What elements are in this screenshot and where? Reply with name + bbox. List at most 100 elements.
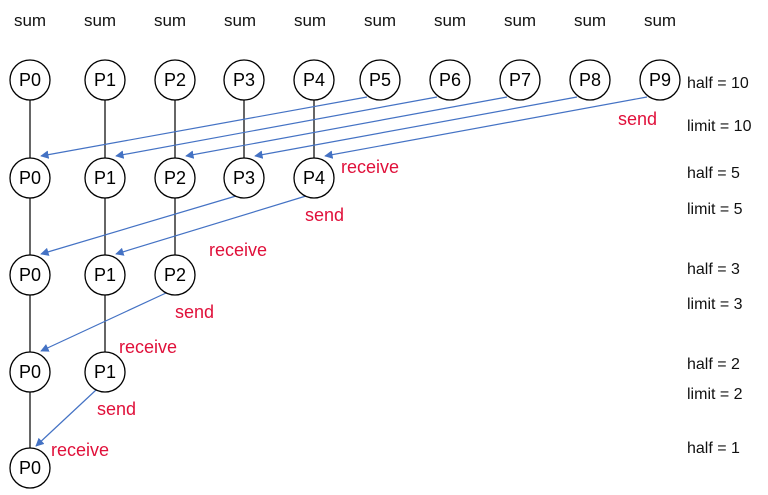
sum-label-p4: sum [294, 11, 326, 30]
receive-label-level-2: receive [209, 240, 267, 260]
node-l2-p1: P1 [84, 254, 126, 296]
level-2-nodes: P0 P1 P2 [9, 254, 196, 296]
limit-label-level-2: limit = 3 [687, 296, 743, 313]
arrow-p4-to-p1 [115, 195, 307, 256]
half-label-level-4: half = 1 [687, 440, 740, 457]
receive-label-level-3: receive [119, 337, 177, 357]
node-label: P0 [19, 265, 41, 285]
node-l1-p1: P1 [84, 157, 126, 199]
sum-label-p0: sum [14, 11, 46, 30]
node-circle [9, 351, 51, 393]
sum-label-p2: sum [154, 11, 186, 30]
level-3-nodes: P0 P1 [9, 351, 126, 393]
receive-label-level-1: receive [341, 157, 399, 177]
node-label: P0 [19, 168, 41, 188]
node-l0-p7: P7 [499, 59, 541, 101]
node-label: P3 [233, 168, 255, 188]
message-annotations: send receive send receive send receive s… [51, 109, 657, 460]
limit-label-level-0: limit = 10 [687, 118, 752, 135]
arrow-p7-to-p2 [185, 96, 508, 159]
node-circle [639, 59, 681, 101]
node-l2-p0: P0 [9, 254, 51, 296]
node-circle [154, 254, 196, 296]
half-label-level-1: half = 5 [687, 165, 740, 182]
sum-label-p6: sum [434, 11, 466, 30]
node-circle [223, 59, 265, 101]
node-label: P3 [233, 70, 255, 90]
node-l0-p8: P8 [569, 59, 611, 101]
node-circle [499, 59, 541, 101]
half-label-level-3: half = 2 [687, 356, 740, 373]
node-circle [9, 447, 51, 489]
node-l0-p3: P3 [223, 59, 265, 101]
node-l0-p4: P4 [293, 59, 335, 101]
arrow-p5-to-p0 [40, 96, 368, 159]
node-l0-p0: P0 [9, 59, 51, 101]
node-label: P2 [164, 265, 186, 285]
send-label-level-3: send [97, 399, 136, 419]
node-l1-p3: P3 [223, 157, 265, 199]
node-circle [429, 59, 471, 101]
node-label: P1 [94, 70, 116, 90]
send-label-level-0: send [618, 109, 657, 129]
half-label-level-2: half = 3 [687, 261, 740, 278]
node-circle [84, 59, 126, 101]
node-circle [154, 59, 196, 101]
node-label: P4 [303, 70, 325, 90]
node-label: P1 [94, 265, 116, 285]
node-l0-p2: P2 [154, 59, 196, 101]
node-circle [9, 157, 51, 199]
sum-labels-row: sum sum sum sum sum sum sum sum sum sum [14, 11, 676, 30]
node-label: P6 [439, 70, 461, 90]
node-label: P5 [369, 70, 391, 90]
level-1-nodes: P0 P1 P2 P3 P4 [9, 157, 335, 199]
arrow-p2-to-p0 [40, 292, 167, 352]
arrow-p9-to-p4 [324, 96, 648, 159]
node-circle [84, 157, 126, 199]
level-0-nodes: P0 P1 P2 P3 P4 P5 P6 P7 P8 P9 [9, 59, 681, 101]
node-l0-p9: P9 [639, 59, 681, 101]
node-l3-p0: P0 [9, 351, 51, 393]
sum-label-p3: sum [224, 11, 256, 30]
sum-label-p5: sum [364, 11, 396, 30]
send-label-level-1: send [305, 205, 344, 225]
sum-label-p9: sum [644, 11, 676, 30]
node-l2-p2: P2 [154, 254, 196, 296]
node-l0-p5: P5 [359, 59, 401, 101]
node-circle [9, 254, 51, 296]
send-label-level-2: send [175, 302, 214, 322]
node-circle [359, 59, 401, 101]
node-label: P7 [509, 70, 531, 90]
node-label: P2 [164, 70, 186, 90]
node-l1-p0: P0 [9, 157, 51, 199]
node-circle [84, 254, 126, 296]
node-circle [569, 59, 611, 101]
node-l0-p6: P6 [429, 59, 471, 101]
node-label: P0 [19, 362, 41, 382]
vertical-connectors [29, 100, 315, 448]
node-label: P1 [94, 168, 116, 188]
arrow-p8-to-p3 [254, 96, 578, 159]
node-circle [154, 157, 196, 199]
node-l0-p1: P1 [84, 59, 126, 101]
node-circle [84, 351, 126, 393]
receive-label-level-4: receive [51, 440, 109, 460]
node-label: P8 [579, 70, 601, 90]
half-label-level-0: half = 10 [687, 75, 749, 92]
node-l1-p4: P4 [293, 157, 335, 199]
node-circle [223, 157, 265, 199]
message-arrows [35, 96, 648, 447]
node-circle [9, 59, 51, 101]
half-limit-labels: half = 10 limit = 10 half = 5 limit = 5 … [687, 75, 752, 457]
sum-label-p1: sum [84, 11, 116, 30]
node-l4-p0: P0 [9, 447, 51, 489]
node-circle [293, 157, 335, 199]
arrow-p1-to-p0 [35, 389, 97, 447]
node-circle [293, 59, 335, 101]
node-label: P4 [303, 168, 325, 188]
node-label: P0 [19, 70, 41, 90]
limit-label-level-1: limit = 5 [687, 201, 743, 218]
level-4-nodes: P0 [9, 447, 51, 489]
node-label: P2 [164, 168, 186, 188]
